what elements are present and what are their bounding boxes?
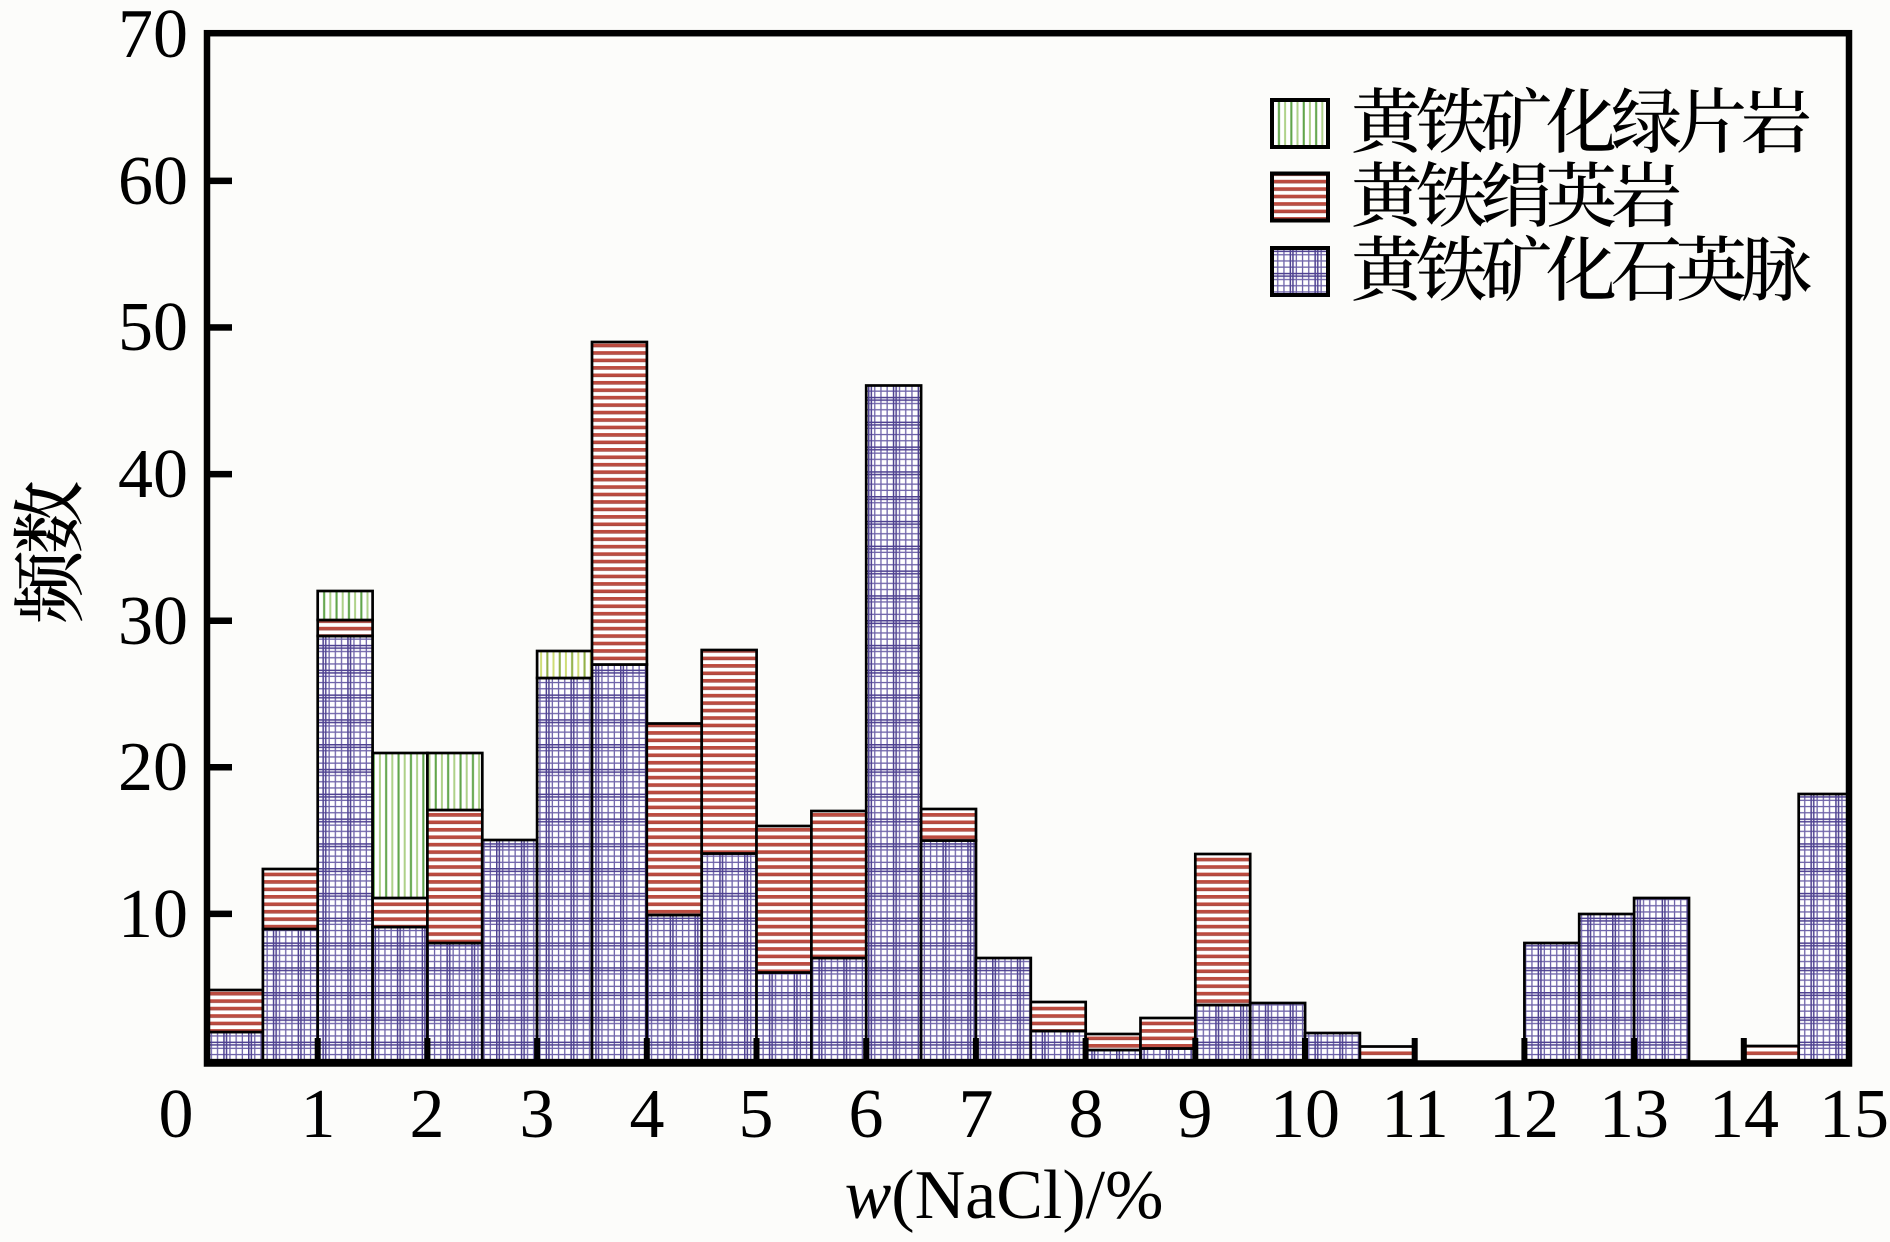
svg-text:11: 11 xyxy=(1381,1076,1448,1153)
svg-text:6: 6 xyxy=(849,1076,884,1153)
svg-text:2: 2 xyxy=(410,1076,445,1153)
svg-text:70: 70 xyxy=(118,0,188,73)
svg-text:5: 5 xyxy=(739,1076,774,1153)
svg-text:13: 13 xyxy=(1599,1076,1669,1153)
svg-text:14: 14 xyxy=(1709,1076,1779,1153)
svg-text:w(NaCl)/%: w(NaCl)/% xyxy=(845,1157,1164,1234)
svg-text:10: 10 xyxy=(118,876,188,953)
svg-text:3: 3 xyxy=(520,1076,555,1153)
svg-text:12: 12 xyxy=(1489,1076,1559,1153)
svg-text:40: 40 xyxy=(118,436,188,513)
svg-text:15: 15 xyxy=(1819,1076,1889,1153)
svg-text:30: 30 xyxy=(118,583,188,660)
svg-text:4: 4 xyxy=(630,1076,665,1153)
svg-text:20: 20 xyxy=(118,729,188,806)
svg-text:10: 10 xyxy=(1270,1076,1340,1153)
svg-text:8: 8 xyxy=(1069,1076,1104,1153)
svg-text:1: 1 xyxy=(301,1076,336,1153)
svg-text:50: 50 xyxy=(118,289,188,366)
svg-text:0: 0 xyxy=(159,1076,194,1153)
svg-text:7: 7 xyxy=(959,1076,994,1153)
svg-text:9: 9 xyxy=(1178,1076,1213,1153)
svg-text:60: 60 xyxy=(118,143,188,220)
